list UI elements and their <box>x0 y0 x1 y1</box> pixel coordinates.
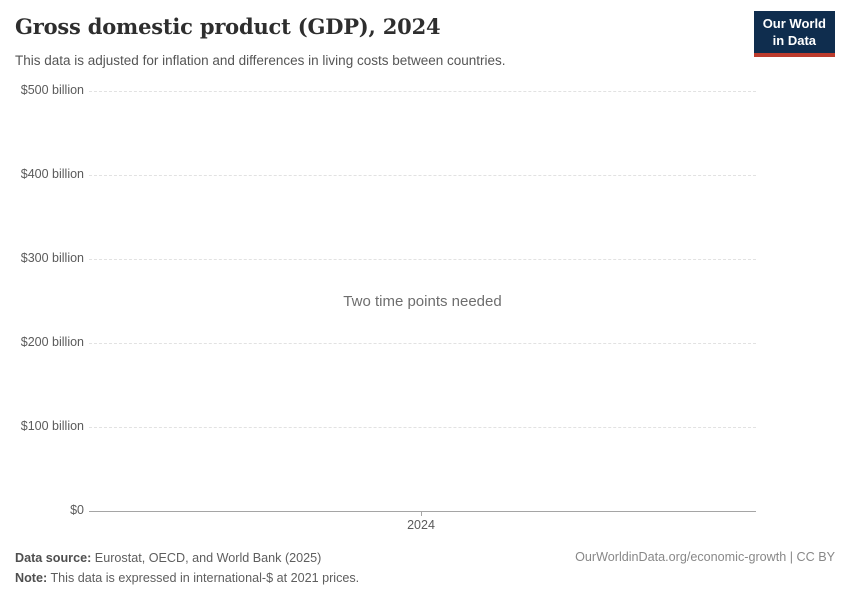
y-axis-tick-label: $0 <box>70 503 84 517</box>
y-axis-tick-label: $100 billion <box>20 419 84 433</box>
x-axis-tick <box>421 512 422 516</box>
y-gridline <box>89 343 756 344</box>
y-gridline <box>89 91 756 92</box>
data-source-value: Eurostat, OECD, and World Bank (2025) <box>91 551 322 565</box>
note-label: Note: <box>15 571 48 585</box>
note-value: This data is expressed in international-… <box>47 571 360 585</box>
x-axis-tick-label: 2024 <box>407 518 435 532</box>
y-gridline <box>89 175 756 176</box>
page-title: Gross domestic product (GDP), 2024 <box>15 14 441 39</box>
empty-state-message: Two time points needed <box>343 293 502 310</box>
y-gridline <box>89 427 756 428</box>
y-axis-tick-label: $200 billion <box>20 335 84 349</box>
data-source-line: Data source: Eurostat, OECD, and World B… <box>15 548 359 568</box>
y-axis-tick-label: $400 billion <box>20 167 84 181</box>
owid-logo-line1: Our World <box>762 16 826 31</box>
owid-logo[interactable]: Our World in Data <box>753 11 835 57</box>
y-gridline <box>89 259 756 260</box>
footer-left: Data source: Eurostat, OECD, and World B… <box>15 548 359 588</box>
y-axis-tick-label: $300 billion <box>20 251 84 265</box>
footer-rights-link[interactable]: OurWorldinData.org/economic-growth | CC … <box>575 550 835 564</box>
data-source-label: Data source: <box>15 551 92 565</box>
x-axis-line <box>89 511 756 512</box>
note-line: Note: This data is expressed in internat… <box>15 568 359 588</box>
y-axis-tick-label: $500 billion <box>20 83 84 97</box>
owid-logo-line2: in Data <box>772 32 817 48</box>
page-subtitle: This data is adjusted for inflation and … <box>15 53 506 68</box>
